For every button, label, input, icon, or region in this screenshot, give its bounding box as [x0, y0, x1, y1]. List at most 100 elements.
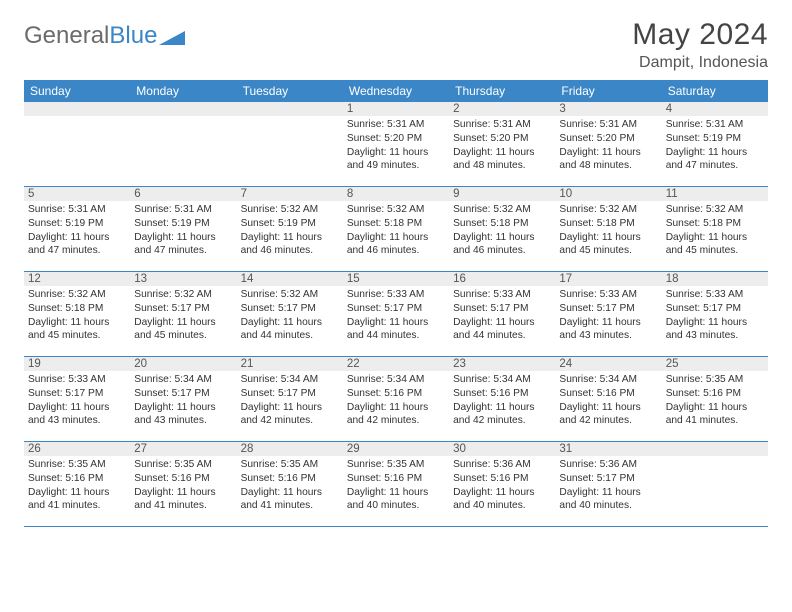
day-number: 20: [134, 358, 232, 370]
day-info: Sunrise: 5:33 AMSunset: 5:17 PMDaylight:…: [28, 373, 126, 428]
daylight: Daylight: 11 hours and 42 minutes.: [241, 401, 339, 429]
calendar-cell: 10 Sunrise: 5:32 AMSunset: 5:18 PMDayligh…: [555, 187, 661, 271]
sunrise: Sunrise: 5:31 AM: [28, 203, 126, 217]
sunrise: Sunrise: 5:35 AM: [666, 373, 764, 387]
sunset: Sunset: 5:18 PM: [453, 217, 551, 231]
calendar-cell: [130, 102, 236, 186]
sunset: Sunset: 5:18 PM: [347, 217, 445, 231]
sunrise: Sunrise: 5:32 AM: [241, 288, 339, 302]
daynum-bar: 9: [449, 187, 555, 201]
sunrise: Sunrise: 5:35 AM: [241, 458, 339, 472]
calendar-cell: 7Sunrise: 5:32 AMSunset: 5:19 PMDaylight…: [237, 187, 343, 271]
calendar-cell: 19 Sunrise: 5:33 AMSunset: 5:17 PMDayligh…: [24, 357, 130, 441]
daynum-bar: 29: [343, 442, 449, 456]
day-info: Sunrise: 5:34 AMSunset: 5:16 PMDaylight:…: [453, 373, 551, 428]
sunrise: Sunrise: 5:34 AM: [347, 373, 445, 387]
daynum-bar: 23: [449, 357, 555, 371]
sunrise: Sunrise: 5:32 AM: [134, 288, 232, 302]
calendar-cell: 14Sunrise: 5:32 AMSunset: 5:17 PMDayligh…: [237, 272, 343, 356]
daylight: Daylight: 11 hours and 41 minutes.: [134, 486, 232, 514]
weeks-container: 1Sunrise: 5:31 AMSunset: 5:20 PMDaylight…: [24, 102, 768, 527]
sunset: Sunset: 5:19 PM: [666, 132, 764, 146]
day-number: 22: [347, 358, 445, 370]
day-header-wed: Wednesday: [343, 80, 449, 102]
day-number: 15: [347, 273, 445, 285]
calendar-cell: 20 Sunrise: 5:34 AMSunset: 5:17 PMDayligh…: [130, 357, 236, 441]
daylight: Daylight: 11 hours and 47 minutes.: [134, 231, 232, 259]
sunrise: Sunrise: 5:33 AM: [666, 288, 764, 302]
day-number: 26: [28, 443, 126, 455]
sunset: Sunset: 5:19 PM: [241, 217, 339, 231]
calendar-cell: 5Sunrise: 5:31 AMSunset: 5:19 PMDaylight…: [24, 187, 130, 271]
daynum-bar: 20: [130, 357, 236, 371]
daylight: Daylight: 11 hours and 48 minutes.: [453, 146, 551, 174]
day-number: 25: [666, 358, 764, 370]
calendar-cell: 31Sunrise: 5:36 AMSunset: 5:17 PMDayligh…: [555, 442, 661, 526]
day-info: Sunrise: 5:32 AMSunset: 5:18 PMDaylight:…: [28, 288, 126, 343]
day-number: 21: [241, 358, 339, 370]
sunrise: Sunrise: 5:32 AM: [559, 203, 657, 217]
calendar-cell: 27Sunrise: 5:35 AMSunset: 5:16 PMDayligh…: [130, 442, 236, 526]
daynum-bar: [24, 102, 130, 116]
daynum-bar: 8: [343, 187, 449, 201]
calendar-cell: 15Sunrise: 5:33 AMSunset: 5:17 PMDayligh…: [343, 272, 449, 356]
day-header-sun: Sunday: [24, 80, 130, 102]
daylight: Daylight: 11 hours and 47 minutes.: [666, 146, 764, 174]
logo-triangle-icon: [159, 27, 185, 45]
daynum-bar: 21: [237, 357, 343, 371]
sunrise: Sunrise: 5:35 AM: [28, 458, 126, 472]
day-info: Sunrise: 5:32 AMSunset: 5:18 PMDaylight:…: [559, 203, 657, 258]
day-number: 24: [559, 358, 657, 370]
daynum-bar: [130, 102, 236, 116]
day-number: [241, 103, 339, 115]
daynum-bar: 7: [237, 187, 343, 201]
daynum-bar: 17: [555, 272, 661, 286]
day-info: Sunrise: 5:34 AMSunset: 5:17 PMDaylight:…: [134, 373, 232, 428]
daylight: Daylight: 11 hours and 46 minutes.: [453, 231, 551, 259]
calendar-cell: 21 Sunrise: 5:34 AMSunset: 5:17 PMDayligh…: [237, 357, 343, 441]
daylight: Daylight: 11 hours and 43 minutes.: [28, 401, 126, 429]
calendar-cell: 23 Sunrise: 5:34 AMSunset: 5:16 PMDayligh…: [449, 357, 555, 441]
sunset: Sunset: 5:19 PM: [134, 217, 232, 231]
sunrise: Sunrise: 5:33 AM: [347, 288, 445, 302]
calendar-cell: 30Sunrise: 5:36 AMSunset: 5:16 PMDayligh…: [449, 442, 555, 526]
daynum-bar: 19: [24, 357, 130, 371]
daylight: Daylight: 11 hours and 48 minutes.: [559, 146, 657, 174]
calendar: Sunday Monday Tuesday Wednesday Thursday…: [24, 80, 768, 527]
sunset: Sunset: 5:20 PM: [347, 132, 445, 146]
daynum-bar: 22: [343, 357, 449, 371]
daylight: Daylight: 11 hours and 41 minutes.: [666, 401, 764, 429]
logo-text-2: Blue: [109, 22, 157, 50]
day-number: 11: [666, 188, 764, 200]
sunset: Sunset: 5:17 PM: [134, 387, 232, 401]
sunset: Sunset: 5:16 PM: [453, 472, 551, 486]
sunset: Sunset: 5:17 PM: [241, 302, 339, 316]
day-number: [134, 103, 232, 115]
day-number: 6: [134, 188, 232, 200]
calendar-cell: 22Sunrise: 5:34 AMSunset: 5:16 PMDayligh…: [343, 357, 449, 441]
daylight: Daylight: 11 hours and 46 minutes.: [241, 231, 339, 259]
day-number: 27: [134, 443, 232, 455]
day-info: Sunrise: 5:34 AMSunset: 5:16 PMDaylight:…: [559, 373, 657, 428]
day-number: 28: [241, 443, 339, 455]
day-number: 4: [666, 103, 764, 115]
day-info: Sunrise: 5:32 AMSunset: 5:18 PMDaylight:…: [666, 203, 764, 258]
sunset: Sunset: 5:18 PM: [28, 302, 126, 316]
sunset: Sunset: 5:16 PM: [134, 472, 232, 486]
day-info: Sunrise: 5:34 AMSunset: 5:17 PMDaylight:…: [241, 373, 339, 428]
week-row: 19 Sunrise: 5:33 AMSunset: 5:17 PMDayligh…: [24, 357, 768, 442]
sunrise: Sunrise: 5:34 AM: [453, 373, 551, 387]
day-info: Sunrise: 5:31 AMSunset: 5:20 PMDaylight:…: [559, 118, 657, 173]
calendar-cell: 26Sunrise: 5:35 AMSunset: 5:16 PMDayligh…: [24, 442, 130, 526]
sunset: Sunset: 5:16 PM: [28, 472, 126, 486]
calendar-cell: 28Sunrise: 5:35 AMSunset: 5:16 PMDayligh…: [237, 442, 343, 526]
week-row: 12Sunrise: 5:32 AMSunset: 5:18 PMDayligh…: [24, 272, 768, 357]
day-number: 13: [134, 273, 232, 285]
logo: GeneralBlue: [24, 18, 185, 50]
sunrise: Sunrise: 5:31 AM: [347, 118, 445, 132]
daynum-bar: 10: [555, 187, 661, 201]
daynum-bar: 25: [662, 357, 768, 371]
daylight: Daylight: 11 hours and 44 minutes.: [347, 316, 445, 344]
calendar-cell: 1Sunrise: 5:31 AMSunset: 5:20 PMDaylight…: [343, 102, 449, 186]
day-number: 1: [347, 103, 445, 115]
